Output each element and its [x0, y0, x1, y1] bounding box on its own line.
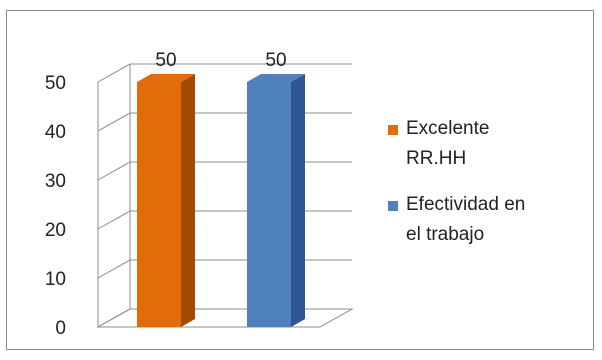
y-tick-label-20: 20 — [45, 220, 66, 241]
legend-label-2-line-2: el trabajo — [406, 224, 484, 245]
grid-depth-line-50 — [97, 63, 131, 83]
bar-front-1 — [137, 82, 181, 327]
data-label-2: 50 — [265, 50, 286, 71]
bar-front-2 — [247, 82, 291, 327]
legend-swatch-2 — [388, 201, 398, 211]
legend-label-2-line-1: Efectividad en — [406, 194, 525, 215]
bar-side-2 — [291, 74, 305, 327]
floor-plane — [96, 308, 354, 328]
grid-layer — [97, 63, 352, 328]
bar-1 — [137, 74, 195, 327]
grid-depth-line-40 — [97, 112, 131, 132]
axis-layer: 0 10 20 30 40 50 — [45, 64, 354, 339]
y-tick-label-10: 10 — [45, 269, 66, 290]
y-tick-label-30: 30 — [45, 171, 66, 192]
bar-side-1 — [181, 74, 195, 327]
y-tick-label-50: 50 — [45, 73, 66, 94]
y-tick-label-40: 40 — [45, 122, 66, 143]
grid-depth-line-30 — [97, 161, 131, 181]
bar-top-2 — [247, 74, 305, 82]
legend-swatch-1 — [388, 125, 398, 135]
legend-label-1-line-2: RR.HH — [406, 148, 466, 169]
legend-item-1: Excelente RR.HH — [388, 118, 489, 169]
data-label-layer: 50 50 — [155, 50, 286, 71]
legend-item-2: Efectividad en el trabajo — [388, 194, 525, 245]
grid-depth-line-10 — [97, 259, 131, 279]
legend: Excelente RR.HH Efectividad en el trabajo — [388, 118, 525, 245]
y-tick-label-0: 0 — [55, 318, 66, 339]
grid-depth-line-20 — [97, 210, 131, 230]
data-label-1: 50 — [155, 50, 176, 71]
bar-2 — [247, 74, 305, 327]
legend-label-1-line-1: Excelente — [406, 118, 489, 139]
bar-top-1 — [137, 74, 195, 82]
bar-layer — [137, 74, 305, 327]
